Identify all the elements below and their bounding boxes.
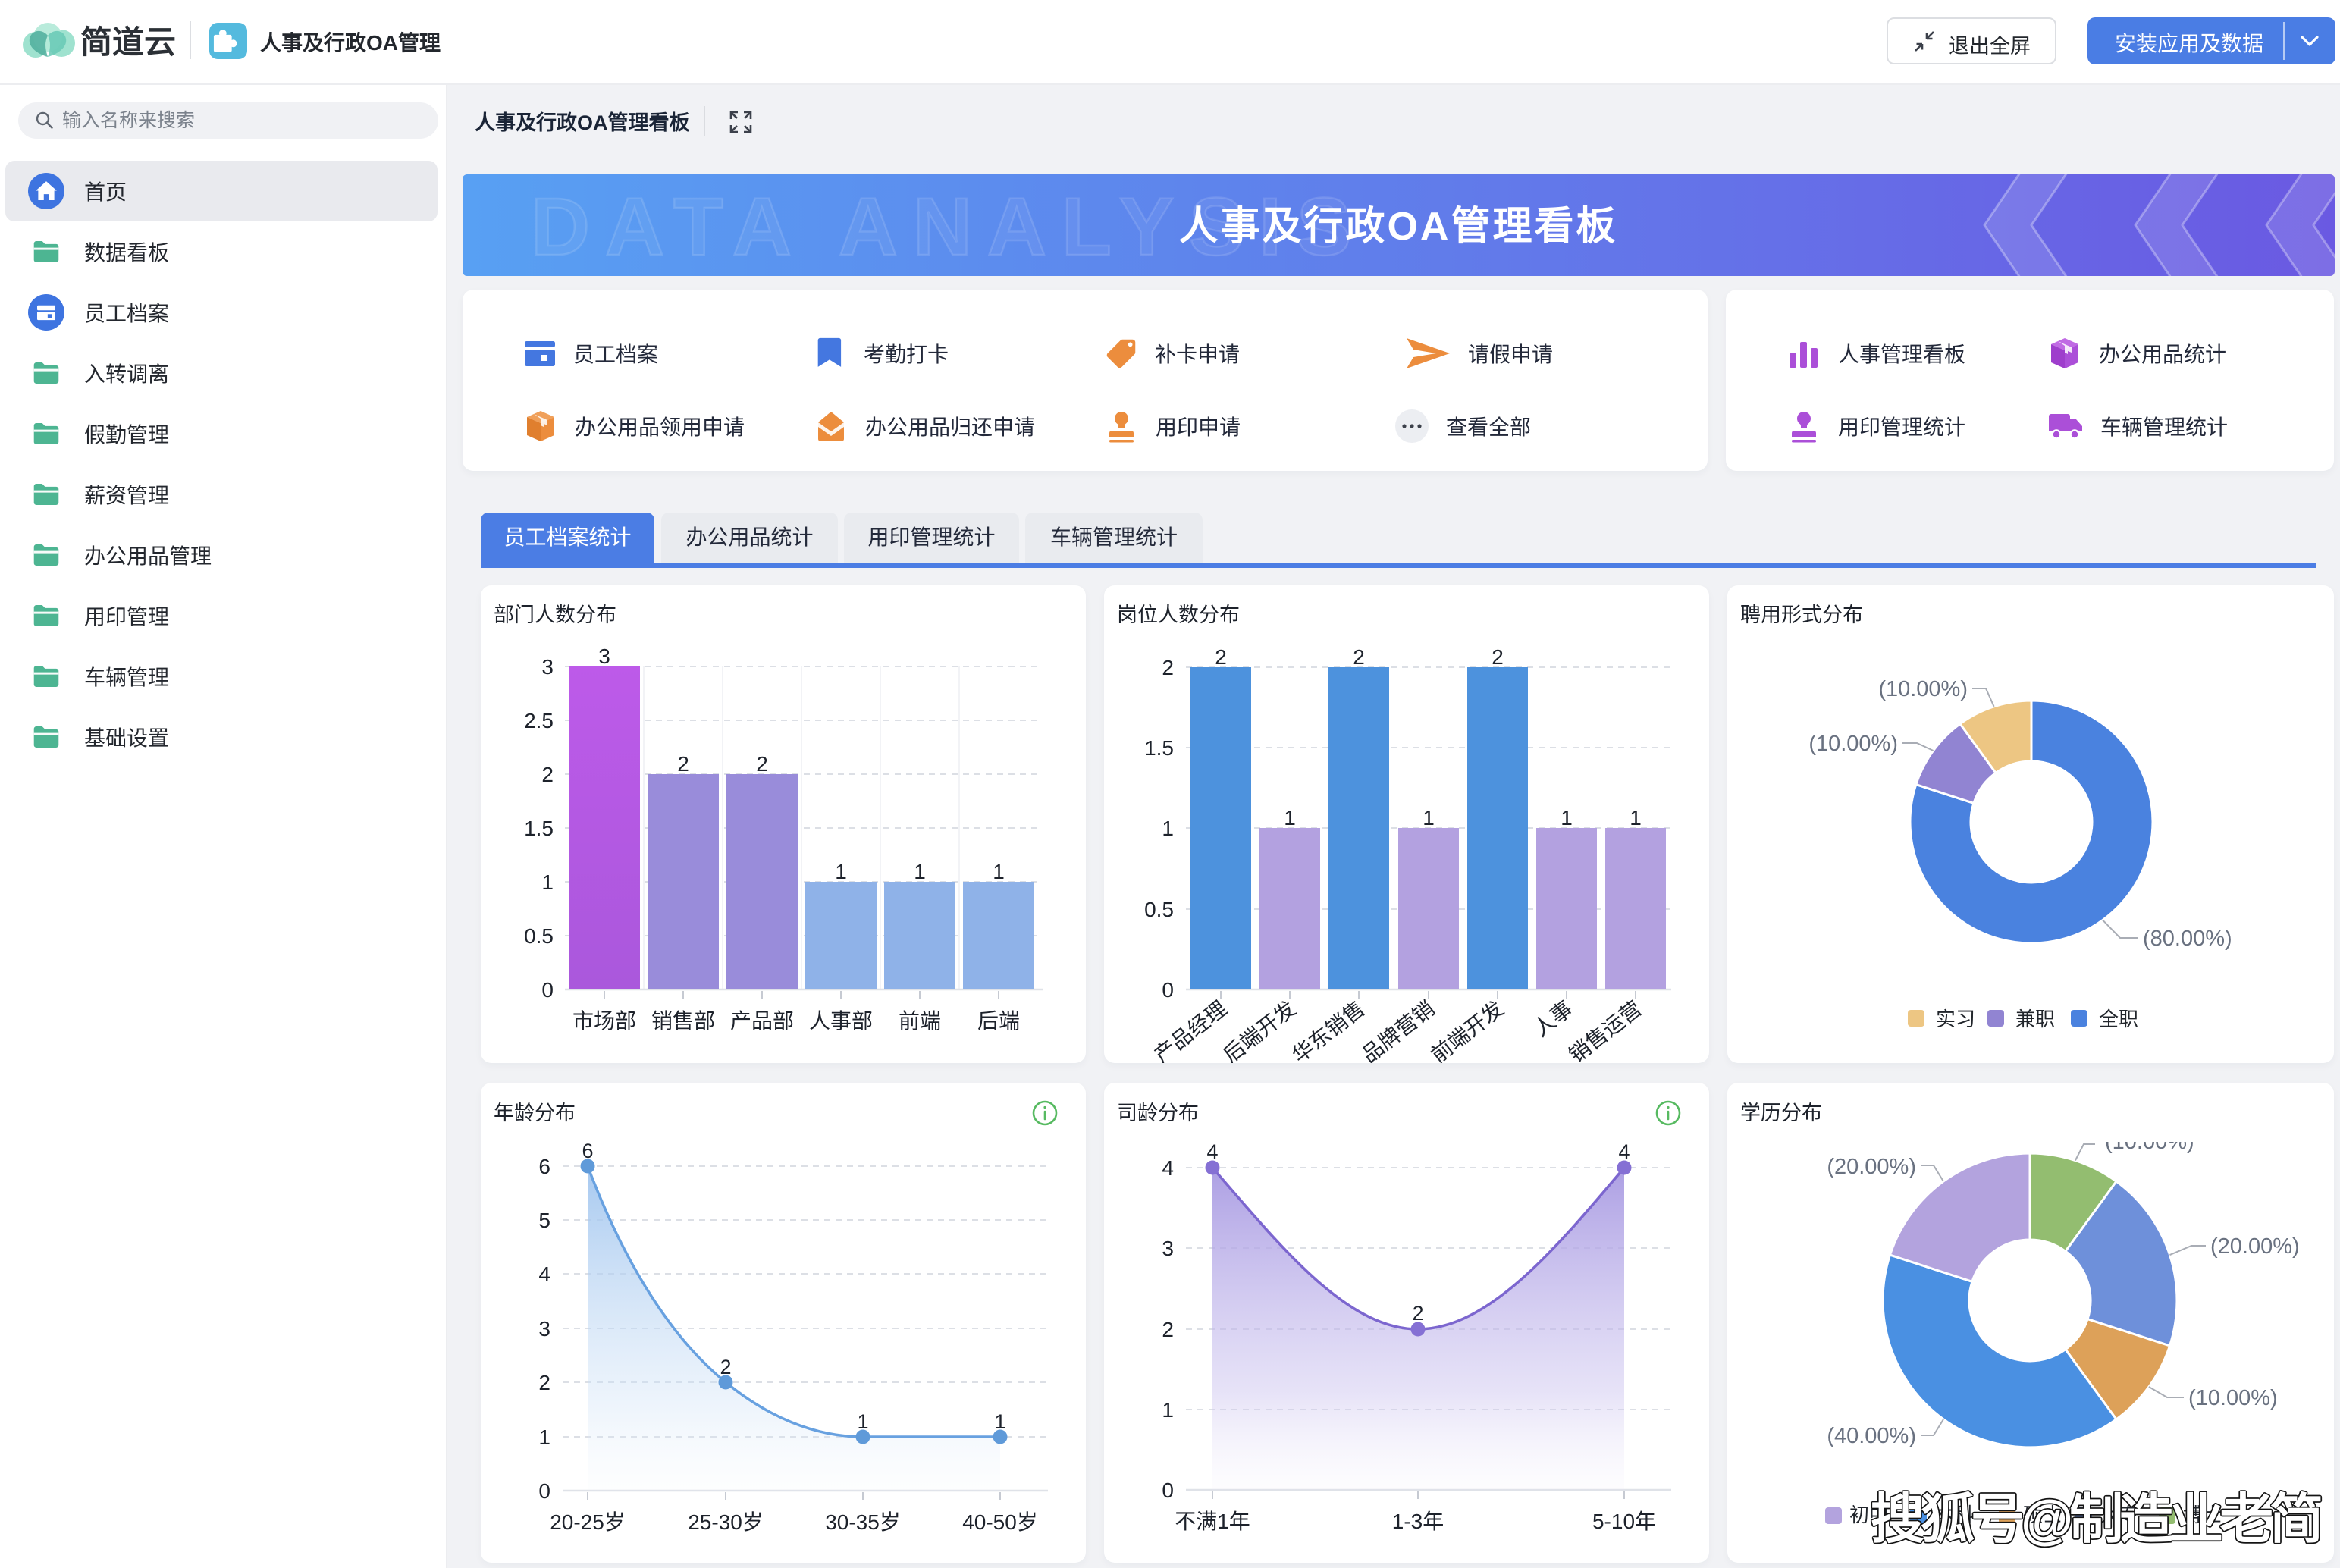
svg-text:(10.00%): (10.00%) bbox=[2188, 1386, 2278, 1410]
svg-text:5: 5 bbox=[538, 1209, 550, 1232]
svg-text:30-35岁: 30-35岁 bbox=[825, 1510, 901, 1534]
svg-text:硕士: 硕士 bbox=[2023, 1504, 2062, 1526]
svg-text:学历分布: 学历分布 bbox=[1740, 1102, 1822, 1124]
svg-text:司龄分布: 司龄分布 bbox=[1117, 1102, 1199, 1124]
svg-text:1: 1 bbox=[538, 1425, 550, 1449]
svg-text:0.5: 0.5 bbox=[1144, 898, 1174, 921]
svg-text:品牌营销: 品牌营销 bbox=[1357, 996, 1438, 1063]
svg-text:全职: 全职 bbox=[2099, 1008, 2138, 1030]
svg-text:部门人数分布: 部门人数分布 bbox=[494, 604, 616, 626]
svg-text:3: 3 bbox=[598, 644, 610, 668]
svg-text:2.5: 2.5 bbox=[524, 709, 554, 732]
svg-text:(10.00%): (10.00%) bbox=[2105, 1130, 2194, 1154]
svg-text:不满1年: 不满1年 bbox=[1175, 1510, 1250, 1533]
svg-text:大专: 大专 bbox=[2100, 1504, 2139, 1526]
svg-text:博士: 博士 bbox=[2183, 1504, 2222, 1526]
svg-text:前端开发: 前端开发 bbox=[1426, 996, 1507, 1063]
svg-text:2: 2 bbox=[677, 752, 689, 776]
svg-text:岗位人数分布: 岗位人数分布 bbox=[1117, 604, 1240, 626]
svg-text:后端: 后端 bbox=[977, 1009, 1020, 1033]
svg-text:0: 0 bbox=[1162, 978, 1174, 1002]
svg-text:2: 2 bbox=[1162, 656, 1174, 679]
svg-text:3: 3 bbox=[538, 1317, 550, 1341]
svg-text:0.5: 0.5 bbox=[524, 924, 554, 948]
svg-text:1.5: 1.5 bbox=[524, 817, 554, 840]
svg-text:5-10年: 5-10年 bbox=[1592, 1510, 1656, 1533]
svg-text:1: 1 bbox=[1630, 806, 1642, 829]
svg-text:3: 3 bbox=[1162, 1237, 1174, 1260]
svg-text:聘用形式分布: 聘用形式分布 bbox=[1740, 604, 1863, 626]
svg-text:(10.00%): (10.00%) bbox=[1808, 732, 1898, 756]
svg-text:(20.00%): (20.00%) bbox=[2210, 1234, 2300, 1259]
svg-text:DATA ANALYSIS: DATA ANALYSIS bbox=[531, 180, 1366, 272]
svg-text:市场部: 市场部 bbox=[572, 1009, 636, 1033]
svg-text:1: 1 bbox=[1423, 806, 1435, 829]
svg-text:2: 2 bbox=[1353, 645, 1365, 669]
svg-text:2: 2 bbox=[1492, 645, 1504, 669]
svg-text:华东销售: 华东销售 bbox=[1288, 996, 1369, 1063]
svg-text:年龄分布: 年龄分布 bbox=[494, 1102, 576, 1124]
svg-text:产品部: 产品部 bbox=[730, 1009, 794, 1033]
svg-text:1: 1 bbox=[914, 860, 926, 883]
svg-text:1.5: 1.5 bbox=[1144, 736, 1174, 760]
svg-text:2: 2 bbox=[1412, 1302, 1423, 1325]
svg-text:1: 1 bbox=[541, 870, 554, 894]
svg-text:兼职: 兼职 bbox=[2015, 1008, 2055, 1030]
svg-text:6: 6 bbox=[538, 1155, 550, 1178]
svg-text:0: 0 bbox=[538, 1479, 550, 1503]
svg-text:2: 2 bbox=[541, 763, 554, 786]
svg-text:(10.00%): (10.00%) bbox=[1878, 677, 1968, 701]
svg-text:销售部: 销售部 bbox=[651, 1009, 715, 1033]
svg-text:1-3年: 1-3年 bbox=[1392, 1510, 1444, 1533]
svg-text:3: 3 bbox=[541, 655, 554, 679]
svg-text:4: 4 bbox=[1206, 1140, 1218, 1163]
svg-text:前端: 前端 bbox=[899, 1009, 941, 1033]
svg-text:销售运营: 销售运营 bbox=[1564, 996, 1645, 1063]
svg-text:2: 2 bbox=[720, 1356, 731, 1378]
svg-text:2: 2 bbox=[756, 752, 768, 776]
svg-text:0: 0 bbox=[541, 978, 554, 1002]
svg-text:搜狐号@制造业老简: 搜狐号@制造业老简 bbox=[1871, 1490, 2321, 1550]
svg-text:4: 4 bbox=[1162, 1156, 1174, 1180]
svg-text:产品经理: 产品经理 bbox=[1150, 996, 1231, 1063]
svg-text:6: 6 bbox=[582, 1140, 593, 1162]
svg-text:20-25岁: 20-25岁 bbox=[550, 1510, 626, 1534]
svg-text:本科: 本科 bbox=[1934, 1504, 1974, 1526]
svg-text:25-30岁: 25-30岁 bbox=[688, 1510, 764, 1534]
svg-text:1: 1 bbox=[835, 860, 847, 883]
svg-text:1: 1 bbox=[993, 860, 1005, 883]
svg-text:(80.00%): (80.00%) bbox=[2143, 927, 2232, 951]
svg-text:1: 1 bbox=[1561, 806, 1573, 829]
svg-text:(20.00%): (20.00%) bbox=[1827, 1155, 1916, 1179]
svg-text:后端开发: 后端开发 bbox=[1219, 996, 1300, 1063]
svg-text:1: 1 bbox=[1162, 817, 1174, 840]
svg-text:1: 1 bbox=[857, 1410, 868, 1433]
svg-text:2: 2 bbox=[538, 1371, 550, 1394]
svg-text:人事部: 人事部 bbox=[809, 1009, 873, 1033]
svg-text:2: 2 bbox=[1215, 645, 1227, 669]
svg-text:人事: 人事 bbox=[1529, 996, 1576, 1041]
svg-text:0: 0 bbox=[1162, 1479, 1174, 1502]
svg-text:4: 4 bbox=[538, 1262, 550, 1286]
svg-text:1: 1 bbox=[1162, 1398, 1174, 1422]
svg-text:1: 1 bbox=[994, 1410, 1005, 1433]
svg-text:实习: 实习 bbox=[1936, 1008, 1975, 1030]
svg-text:2: 2 bbox=[1162, 1318, 1174, 1341]
svg-text:40-50岁: 40-50岁 bbox=[962, 1510, 1038, 1534]
svg-text:(40.00%): (40.00%) bbox=[1827, 1424, 1916, 1448]
svg-text:1: 1 bbox=[1284, 806, 1296, 829]
svg-text:初中: 初中 bbox=[1849, 1504, 1889, 1526]
svg-text:4: 4 bbox=[1618, 1140, 1630, 1163]
svg-text:人事及行政OA管理看板: 人事及行政OA管理看板 bbox=[1178, 205, 1617, 249]
